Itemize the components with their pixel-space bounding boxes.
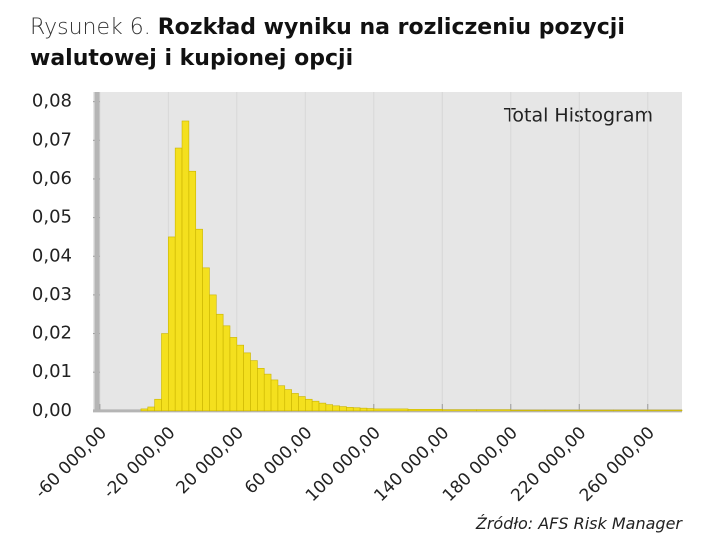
bar — [305, 398, 313, 412]
annotation: Total Histogram — [503, 105, 653, 127]
bar — [209, 294, 217, 412]
bar — [277, 385, 286, 412]
y-tick-label: 0,06 — [32, 168, 72, 189]
y-tick-label: 0,05 — [32, 207, 72, 228]
x-tick-label: 60 000,00 — [241, 423, 316, 498]
bar — [325, 404, 334, 412]
bar — [373, 408, 409, 412]
bar — [613, 409, 649, 412]
bar — [407, 408, 443, 412]
y-tick-label: 0,01 — [32, 361, 72, 382]
bar — [236, 344, 244, 412]
bar — [195, 228, 203, 412]
bar — [352, 407, 361, 412]
bar — [161, 333, 169, 412]
bar — [366, 408, 375, 412]
bar — [174, 147, 183, 412]
title-prefix: Rysunek 6. — [30, 15, 151, 40]
bar — [222, 325, 231, 412]
bar — [346, 407, 354, 412]
x-tick-label: 20 000,00 — [173, 423, 248, 498]
bar — [544, 409, 580, 412]
x-tick-label: -60 000,00 — [31, 423, 111, 503]
bar — [168, 236, 176, 412]
bar — [229, 337, 238, 412]
bar — [284, 389, 292, 412]
bar — [647, 409, 683, 412]
y-tick-label: 0,02 — [32, 323, 72, 344]
bar — [298, 396, 306, 412]
bar — [202, 267, 210, 412]
source: Źródło: AFS Risk Manager — [475, 514, 682, 533]
bar — [270, 379, 279, 412]
chart-title: Rysunek 6. Rozkład wyniku na rozliczeniu… — [30, 12, 630, 74]
bar — [359, 407, 368, 412]
bar — [332, 405, 340, 412]
bar — [476, 409, 512, 412]
bar — [147, 406, 155, 412]
bar — [441, 409, 477, 412]
bar — [154, 398, 162, 412]
bar — [510, 409, 546, 412]
bar — [578, 409, 614, 412]
bar — [263, 373, 272, 412]
bar — [181, 120, 190, 412]
bar — [311, 400, 320, 412]
bar — [250, 360, 258, 412]
title-main: Rozkład wyniku na rozliczeniu pozycji wa… — [30, 15, 625, 71]
x-tick-label: -20 000,00 — [100, 423, 180, 503]
bar — [188, 170, 197, 412]
bar — [318, 402, 327, 412]
bar — [339, 406, 347, 412]
bar — [215, 313, 224, 412]
y-tick-label: 0,03 — [32, 284, 72, 305]
y-tick-label: 0,00 — [32, 400, 72, 421]
bar — [291, 393, 299, 412]
y-tick-label: 0,07 — [32, 129, 72, 150]
bar — [243, 352, 251, 412]
y-tick-label: 0,08 — [32, 91, 72, 112]
y-tick-label: 0,04 — [32, 245, 72, 266]
bar — [257, 368, 265, 412]
bar — [140, 408, 149, 412]
